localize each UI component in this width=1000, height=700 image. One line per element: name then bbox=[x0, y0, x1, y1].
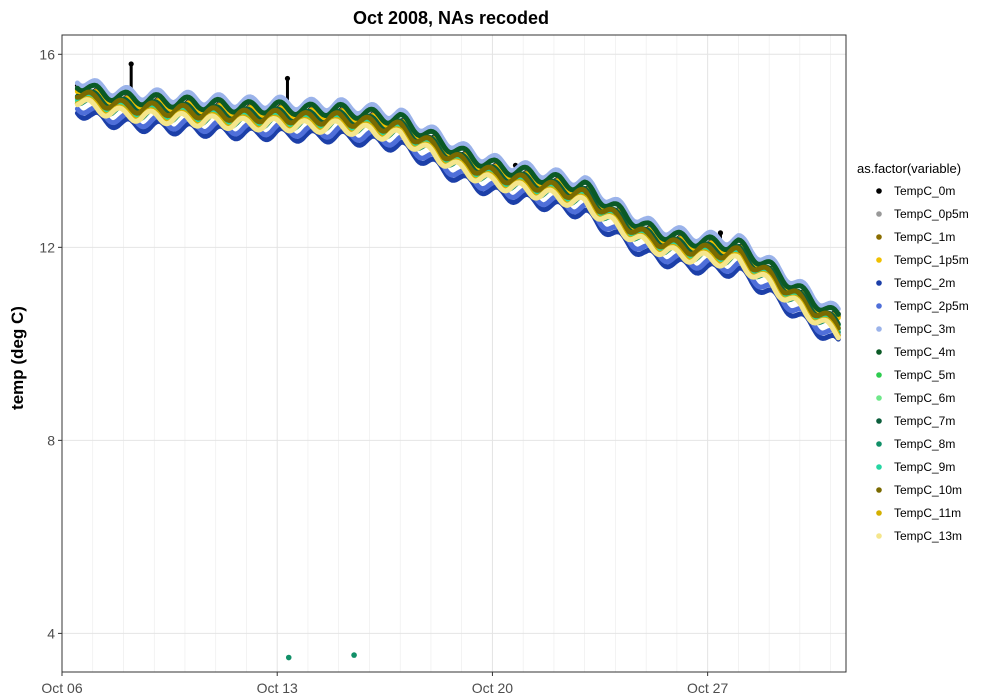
series-TempC_2m bbox=[74, 109, 841, 342]
legend-key bbox=[876, 372, 882, 378]
y-tick-label: 16 bbox=[39, 46, 55, 62]
legend-key bbox=[876, 326, 882, 332]
legend-label: TempC_0m bbox=[894, 184, 955, 198]
legend-label: TempC_11m bbox=[894, 506, 961, 520]
legend-item: TempC_0p5m bbox=[876, 207, 969, 221]
legend-label: TempC_2m bbox=[894, 276, 955, 290]
y-axis: 4 8 12 16 bbox=[39, 46, 62, 641]
legend-label: TempC_0p5m bbox=[894, 207, 969, 221]
x-axis: Oct 06 Oct 13 Oct 20 Oct 27 bbox=[41, 672, 728, 696]
outlier-point bbox=[351, 652, 357, 658]
legend-label: TempC_9m bbox=[894, 460, 955, 474]
legend-label: TempC_8m bbox=[894, 437, 955, 451]
plot-panel bbox=[62, 35, 846, 672]
series-TempC_10m bbox=[74, 89, 841, 331]
series-layer bbox=[74, 61, 841, 661]
legend-item: TempC_2p5m bbox=[876, 299, 969, 313]
legend-key bbox=[876, 257, 882, 263]
legend-item: TempC_11m bbox=[876, 506, 961, 520]
legend-key bbox=[876, 303, 882, 309]
x-tick-label: Oct 13 bbox=[257, 680, 298, 696]
legend: as.factor(variable) TempC_0m TempC_0p5m Te… bbox=[857, 161, 969, 543]
outlier-point bbox=[285, 654, 292, 661]
plot-border bbox=[61, 34, 847, 673]
legend-key bbox=[876, 280, 882, 286]
legend-label: TempC_7m bbox=[894, 414, 955, 428]
legend-label: TempC_6m bbox=[894, 391, 955, 405]
legend-key bbox=[876, 441, 882, 447]
legend-label: TempC_10m bbox=[894, 483, 962, 497]
legend-item: TempC_5m bbox=[876, 368, 955, 382]
series-band bbox=[74, 78, 841, 312]
legend-item: TempC_3m bbox=[876, 322, 955, 336]
series-band bbox=[74, 109, 841, 342]
legend-title: as.factor(variable) bbox=[857, 161, 961, 176]
legend-key bbox=[876, 211, 882, 217]
legend-label: TempC_3m bbox=[894, 322, 955, 336]
legend-label: TempC_5m bbox=[894, 368, 955, 382]
y-tick-label: 4 bbox=[47, 625, 55, 641]
legend-item: TempC_1m bbox=[876, 230, 955, 244]
legend-label: TempC_4m bbox=[894, 345, 955, 359]
legend-item: TempC_13m bbox=[876, 529, 962, 543]
legend-item: TempC_1p5m bbox=[876, 253, 969, 267]
x-tick-label: Oct 27 bbox=[687, 680, 728, 696]
legend-item: TempC_2m bbox=[876, 276, 955, 290]
legend-label: TempC_1p5m bbox=[894, 253, 969, 267]
spike-point bbox=[128, 61, 134, 67]
y-axis-title: temp (deg C) bbox=[8, 306, 27, 410]
spike-point bbox=[717, 230, 724, 236]
y-tick-label: 8 bbox=[47, 432, 55, 448]
legend-key bbox=[876, 464, 882, 470]
legend-item: TempC_0m bbox=[876, 184, 955, 198]
legend-item: TempC_8m bbox=[876, 437, 955, 451]
legend-key bbox=[876, 349, 882, 355]
legend-label: TempC_2p5m bbox=[894, 299, 969, 313]
legend-key bbox=[876, 510, 882, 516]
legend-item: TempC_7m bbox=[876, 414, 955, 428]
series-TempC_13m bbox=[74, 97, 841, 341]
chart-title: Oct 2008, NAs recoded bbox=[353, 8, 549, 28]
legend-label: TempC_1m bbox=[894, 230, 955, 244]
legend-key bbox=[876, 395, 882, 401]
series-band bbox=[74, 97, 841, 341]
legend-item: TempC_10m bbox=[876, 483, 962, 497]
series-TempC_4m bbox=[74, 82, 841, 317]
legend-key bbox=[876, 188, 882, 194]
spike-point bbox=[284, 75, 291, 82]
legend-item: TempC_4m bbox=[876, 345, 955, 359]
x-tick-label: Oct 06 bbox=[41, 680, 82, 696]
series-TempC_3m bbox=[74, 78, 841, 312]
x-tick-label: Oct 20 bbox=[472, 680, 513, 696]
legend-label: TempC_13m bbox=[894, 529, 962, 543]
y-tick-label: 12 bbox=[39, 239, 55, 255]
series-band bbox=[74, 82, 841, 317]
grid-minor bbox=[92, 35, 831, 672]
legend-key bbox=[876, 418, 882, 424]
legend-key bbox=[876, 234, 882, 240]
series-band bbox=[74, 89, 841, 331]
legend-item: TempC_6m bbox=[876, 391, 955, 405]
legend-key bbox=[876, 487, 882, 493]
legend-key bbox=[876, 533, 882, 539]
legend-item: TempC_9m bbox=[876, 460, 955, 474]
